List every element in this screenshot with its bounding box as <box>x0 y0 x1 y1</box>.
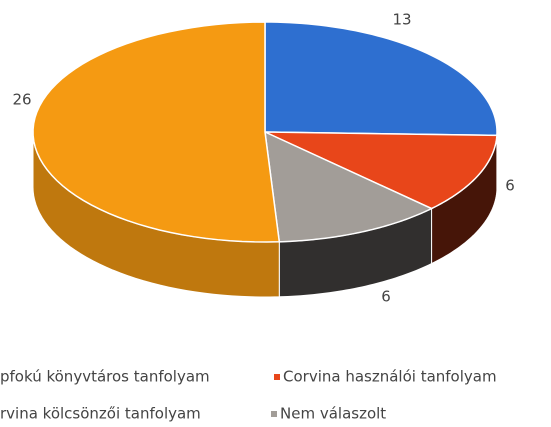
data-label: 26 <box>12 91 31 109</box>
data-label: 6 <box>381 288 391 306</box>
legend-marker <box>271 411 277 417</box>
slice <box>32 21 281 243</box>
slice <box>264 130 434 243</box>
legend-label: Nem válaszolt <box>280 405 386 423</box>
legend-label: Corvina használói tanfolyam <box>283 368 497 386</box>
legend-label: rvina kölcsönzői tanfolyam <box>0 405 201 423</box>
legend-marker <box>274 374 280 380</box>
slice <box>264 21 498 137</box>
data-label: 13 <box>392 11 411 29</box>
slice <box>264 131 498 210</box>
legend-label: pfokú könyvtáros tanfolyam <box>0 368 210 386</box>
data-label: 6 <box>505 177 515 195</box>
